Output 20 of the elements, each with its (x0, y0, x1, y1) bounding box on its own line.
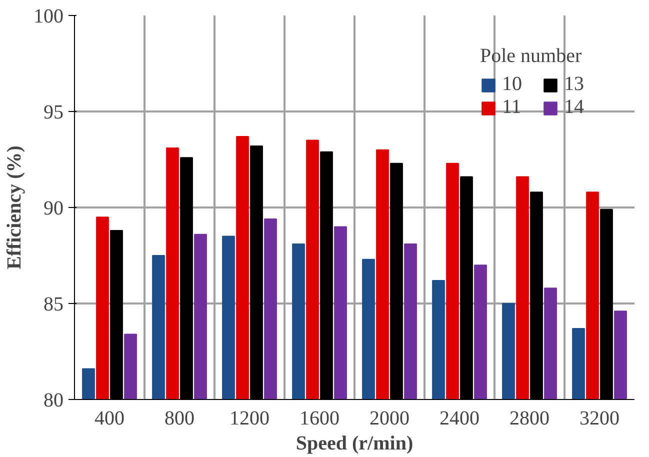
x-tick-label: 2000 (370, 408, 410, 430)
y-tick-label: 100 (34, 6, 64, 28)
y-tick-label: 95 (44, 102, 64, 124)
legend-label: 14 (564, 96, 585, 119)
y-axis-title: Efficiency (%) (4, 146, 26, 270)
x-tick-label: 2400 (440, 408, 480, 430)
y-tick-label: 80 (44, 390, 64, 412)
y-tick-label: 85 (44, 294, 64, 316)
x-tick-label: 400 (94, 408, 124, 430)
legend-label: 10 (502, 73, 523, 96)
legend-label: 13 (564, 73, 585, 96)
x-tick-label: 1200 (230, 408, 270, 430)
legend-label: 11 (502, 96, 522, 119)
x-axis-title: Speed (r/min) (296, 432, 414, 454)
legend-title: Pole number (480, 45, 583, 68)
y-tick-label: 90 (44, 198, 64, 220)
x-tick-label: 2800 (510, 408, 550, 430)
x-tick-label: 800 (164, 408, 194, 430)
x-tick-label: 1600 (300, 408, 340, 430)
x-tick-label: 3200 (580, 408, 620, 430)
